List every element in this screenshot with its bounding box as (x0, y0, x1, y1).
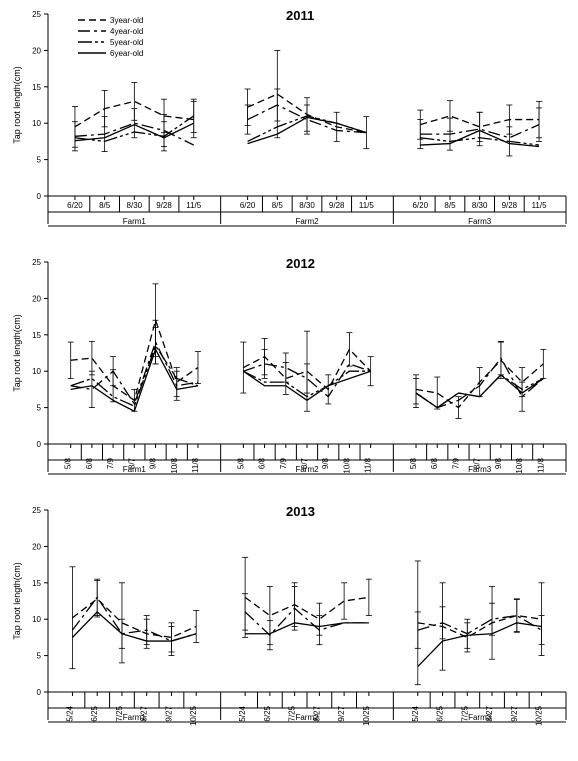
svg-text:5: 5 (37, 652, 42, 661)
x-tick-label: 5/8 (409, 457, 418, 469)
legend-label: 3year-old (110, 16, 143, 25)
y-axis-label: Tap root length(cm) (12, 562, 22, 640)
x-tick-label: 6/8 (258, 457, 267, 469)
series-line-6yr (245, 623, 369, 634)
x-tick-label: 9/8 (149, 457, 158, 469)
svg-text:20: 20 (32, 46, 41, 55)
y-axis-label: Tap root length(cm) (12, 66, 22, 144)
panel-2011: 2011 0 5 10 15 20 25 Tap root length(cm) 6/20 8/5… (6, 6, 572, 246)
svg-text:15: 15 (32, 579, 41, 588)
x-tick-label: 8/5 (99, 201, 111, 210)
y-axis-label: Tap root length(cm) (12, 314, 22, 392)
x-tick-label: 8/30 (127, 201, 143, 210)
x-tick-label: 7/9 (106, 457, 115, 469)
panel-2013: 20130510152025Tap root length(cm)5/246/2… (6, 502, 572, 742)
panel-title: 2013 (286, 504, 315, 519)
x-tick-label: 5/8 (64, 457, 73, 469)
x-tick-label: 8/5 (444, 201, 456, 210)
x-tick-label: 11/5 (186, 201, 202, 210)
x-tick-label: 6/20 (240, 201, 256, 210)
svg-text:15: 15 (32, 83, 41, 92)
farm-label: Farm3 (468, 713, 492, 722)
x-tick-label: 5/8 (236, 457, 245, 469)
x-tick-label: 10/25 (189, 705, 198, 726)
svg-text:5: 5 (37, 404, 42, 413)
x-tick-label: 6/20 (412, 201, 428, 210)
x-tick-label: 8/5 (272, 201, 284, 210)
farm-label: Farm2 (295, 465, 319, 474)
legend-label: 4year-old (110, 27, 143, 36)
farm-label: Farm2 (295, 217, 319, 226)
panel-2012: 2012 0 5 10 15 20 25 Tap root length(cm) 5/8 6/8 7… (6, 254, 572, 494)
svg-text:0: 0 (37, 192, 42, 201)
legend-label: 6year-old (110, 49, 143, 58)
svg-text:25: 25 (32, 506, 41, 515)
series-line-3yr (71, 320, 198, 400)
x-tick-label: 8/30 (299, 201, 315, 210)
series-line-6yr (72, 612, 196, 641)
svg-text:20: 20 (32, 542, 41, 551)
x-tick-label: 10/25 (535, 705, 544, 726)
x-tick-label: 11/5 (532, 201, 548, 210)
farm-label: Farm1 (123, 217, 147, 226)
svg-text:0: 0 (37, 688, 42, 697)
x-tick-label: 6/20 (67, 201, 83, 210)
panel-title: 2011 (286, 8, 314, 23)
farm-label: Farm1 (123, 465, 147, 474)
farm-label: Farm3 (468, 465, 492, 474)
svg-text:0: 0 (37, 440, 42, 449)
series-line-4yr (418, 616, 542, 634)
farm-label: Farm2 (295, 713, 319, 722)
x-tick-label: 11/5 (359, 201, 375, 210)
svg-text:25: 25 (32, 258, 41, 267)
farm-label: Farm1 (123, 713, 147, 722)
x-tick-label: 8/30 (472, 201, 488, 210)
chart-svg: 0 5 10 15 20 25 Tap root length(cm) 6/20 8/5 8/30… (6, 6, 578, 246)
svg-text:5: 5 (37, 156, 42, 165)
figure-root: 2011 0 5 10 15 20 25 Tap root length(cm) 6/20 8/5… (6, 6, 572, 742)
svg-text:10: 10 (32, 615, 41, 624)
x-tick-label: 9/28 (156, 201, 172, 210)
svg-text:20: 20 (32, 294, 41, 303)
chart-svg: 0510152025Tap root length(cm)5/246/257/2… (6, 502, 578, 742)
x-tick-label: 9/8 (494, 457, 503, 469)
legend-label: 5year-old (110, 38, 143, 47)
x-tick-label: 9/8 (321, 457, 330, 469)
x-tick-label: 9/28 (502, 201, 518, 210)
x-tick-label: 7/9 (279, 457, 288, 469)
farm-label: Farm3 (468, 217, 492, 226)
x-tick-label: 6/8 (85, 457, 94, 469)
svg-text:10: 10 (32, 119, 41, 128)
svg-text:15: 15 (32, 331, 41, 340)
svg-text:25: 25 (32, 10, 41, 19)
x-tick-label: 6/8 (430, 457, 439, 469)
x-tick-label: 7/9 (451, 457, 460, 469)
svg-text:10: 10 (32, 367, 41, 376)
x-tick-label: 10/25 (362, 705, 371, 726)
chart-svg: 0510152025Tap root length(cm)5/86/87/98/… (6, 254, 578, 494)
x-tick-label: 9/28 (329, 201, 345, 210)
series-line-3yr (245, 597, 369, 619)
panel-title: 2012 (286, 256, 315, 271)
